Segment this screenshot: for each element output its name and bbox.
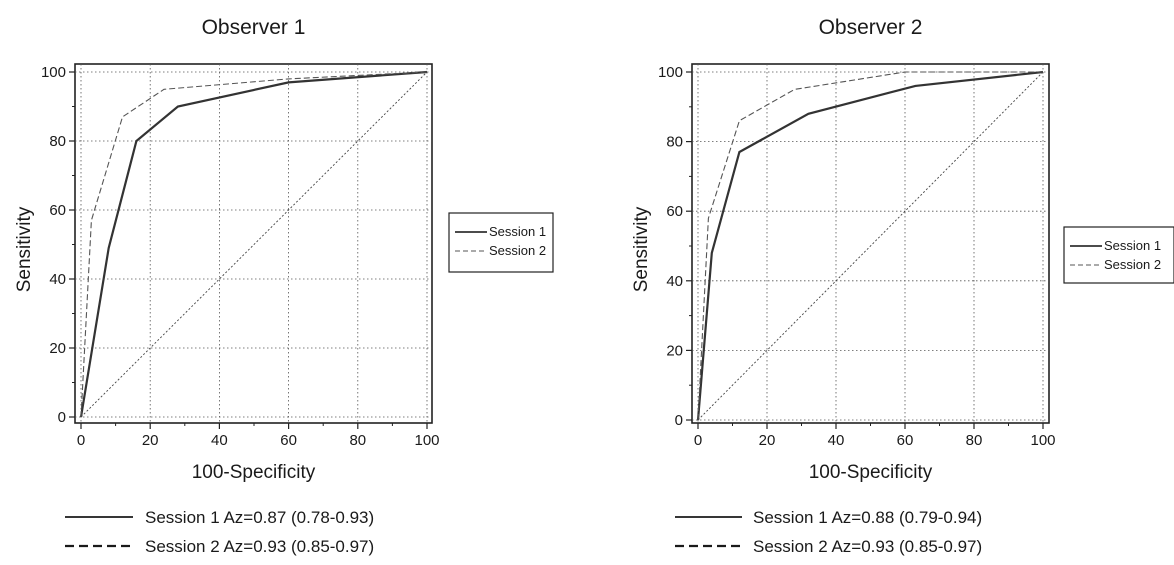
legend-entry: Session 2 — [489, 243, 546, 258]
y-tick-label: 80 — [49, 133, 66, 150]
chart-title: Observer 1 — [202, 16, 306, 39]
legend-entry: Session 1 — [1104, 238, 1161, 253]
auc-annotation: Session 2 Az=0.93 (0.85-0.97) — [145, 537, 374, 556]
y-tick-label: 0 — [675, 412, 683, 429]
y-tick-label: 20 — [49, 340, 66, 357]
series-line-session-2 — [697, 71, 1043, 421]
x-tick-label: 100 — [414, 432, 439, 449]
x-tick-label: 40 — [828, 432, 845, 449]
x-tick-label: 80 — [966, 432, 983, 449]
legend-entry: Session 2 — [1104, 257, 1161, 272]
y-tick-label: 100 — [658, 64, 683, 81]
x-tick-label: 0 — [77, 432, 85, 449]
series-line-session-2 — [80, 71, 428, 418]
plot-frame — [691, 63, 1050, 424]
reference-diagonal — [697, 71, 1044, 421]
y-tick-label: 60 — [666, 203, 683, 220]
x-axis-label: 100-Specificity — [192, 462, 316, 483]
x-tick-label: 0 — [694, 432, 702, 449]
auc-annotation: Session 1 Az=0.88 (0.79-0.94) — [753, 508, 982, 527]
y-axis-label: Sensitivity — [14, 206, 35, 292]
legend-box — [448, 212, 554, 273]
y-tick-label: 40 — [666, 273, 683, 290]
y-tick-label: 100 — [41, 64, 66, 81]
x-tick-label: 20 — [142, 432, 159, 449]
x-tick-label: 60 — [897, 432, 914, 449]
legend-box — [1063, 226, 1174, 284]
auc-annotation: Session 2 Az=0.93 (0.85-0.97) — [753, 537, 982, 556]
y-tick-label: 20 — [666, 342, 683, 359]
series-line-session-1 — [79, 70, 428, 418]
x-tick-label: 60 — [280, 432, 297, 449]
y-tick-label: 40 — [49, 271, 66, 288]
x-tick-label: 40 — [211, 432, 228, 449]
y-axis-label: Sensitivity — [631, 206, 652, 292]
y-tick-label: 0 — [58, 409, 66, 426]
x-tick-label: 20 — [759, 432, 776, 449]
chart-observer-2: 00 20 20 40 40 60 60 80 80 100 100 Observer 2 100-Sp… — [631, 16, 1174, 556]
plot-frame — [74, 63, 433, 424]
auc-annotation: Session 1 Az=0.87 (0.78-0.93) — [145, 508, 374, 527]
series-line-session-1 — [696, 70, 1044, 421]
legend-entry: Session 1 — [489, 224, 546, 239]
y-tick-label: 60 — [49, 202, 66, 219]
y-tick-label: 80 — [666, 134, 683, 151]
chart-observer-1: 00 20 20 40 40 60 60 80 80 100 100 Observer 1 100-Sp… — [14, 16, 554, 556]
chart-title: Observer 2 — [819, 16, 923, 39]
x-axis-label: 100-Specificity — [809, 462, 933, 483]
x-tick-label: 100 — [1030, 432, 1055, 449]
x-tick-label: 80 — [349, 432, 366, 449]
legend: Session 1 Session 2 — [448, 212, 554, 273]
reference-diagonal — [80, 71, 428, 418]
legend: Session 1 Session 2 — [1063, 226, 1174, 284]
